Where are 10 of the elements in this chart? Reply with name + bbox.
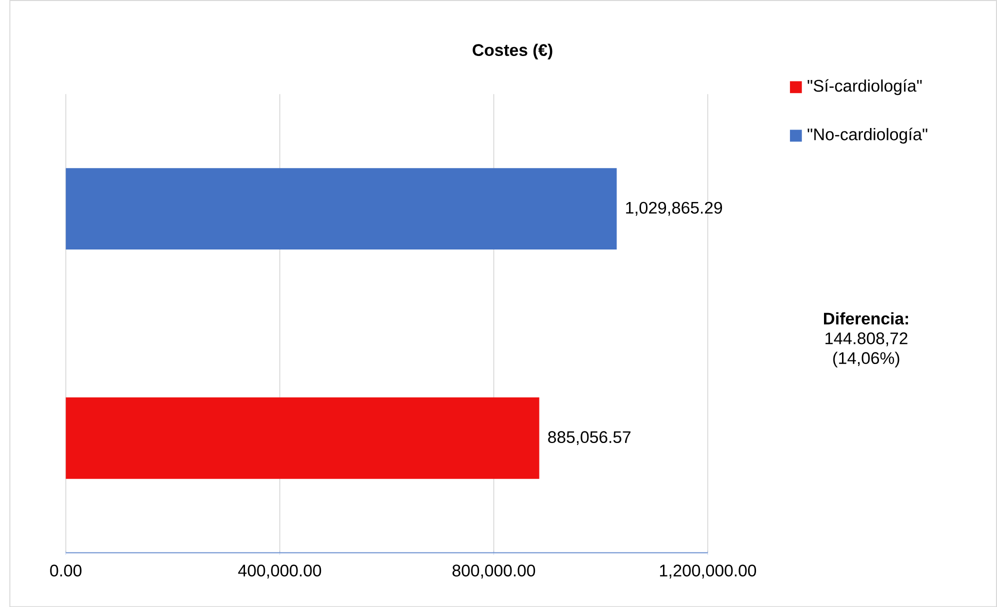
x-tick-label: 1,200,000.00 <box>660 564 756 578</box>
data-label: 1,029,865.29 <box>626 202 722 216</box>
x-tick-label: 0.00 <box>50 564 82 576</box>
x-tick-label: 400,000.00 <box>238 564 322 578</box>
text: Diferencia: 144.808,72 (14,06%) <box>824 312 908 368</box>
legend-label: "Sí-cardiología" <box>808 79 922 95</box>
x-tick-label: 800,000.00 <box>452 564 536 578</box>
legend-label: "No-cardiología" <box>808 128 928 144</box>
data-label: 885,056.57 <box>548 431 630 445</box>
chart-title: Costes (€) <box>472 44 552 60</box>
